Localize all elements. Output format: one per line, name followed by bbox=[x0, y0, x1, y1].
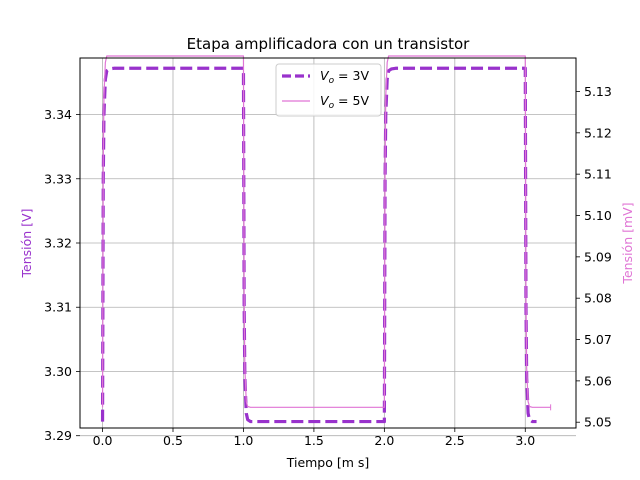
legend-label-series-2: Vo = 5V bbox=[320, 93, 369, 111]
series-layer bbox=[100, 55, 552, 424]
x-tick-label: 3.0 bbox=[515, 433, 535, 448]
y-right-tick-label: 5.09 bbox=[584, 249, 612, 264]
y-right-tick-label: 5.10 bbox=[584, 208, 612, 223]
y-axis-left-label: Tensión [V] bbox=[19, 209, 34, 279]
y-right-tick-label: 5.08 bbox=[584, 291, 612, 306]
x-tick-label: 0.5 bbox=[163, 433, 183, 448]
x-tick-label: 1.0 bbox=[234, 433, 254, 448]
x-tick-label: 0.0 bbox=[93, 433, 113, 448]
y-axis-left: 3.29 3.30 3.31 3.32 3.33 3.34 bbox=[44, 107, 80, 443]
y-axis-right-label: Tensión [mV] bbox=[620, 202, 635, 284]
y-left-tick-label: 3.29 bbox=[44, 428, 72, 443]
y-right-tick-label: 5.11 bbox=[584, 167, 612, 182]
x-tick-label: 2.0 bbox=[374, 433, 394, 448]
series-line-2 bbox=[101, 55, 551, 408]
legend-label-series-1: Vo = 3V bbox=[320, 68, 369, 86]
y-axis-right: 5.05 5.06 5.07 5.08 5.09 5.10 5.11 5.12 5.13 bbox=[576, 84, 612, 430]
y-left-tick-label: 3.31 bbox=[44, 300, 72, 315]
x-tick-label: 2.5 bbox=[445, 433, 465, 448]
y-right-tick-label: 5.05 bbox=[584, 415, 612, 430]
x-axis-label: Tiempo [m s] bbox=[286, 455, 370, 470]
y-left-tick-label: 3.33 bbox=[44, 171, 72, 186]
y-left-tick-label: 3.34 bbox=[44, 107, 72, 122]
y-left-tick-label: 3.32 bbox=[44, 236, 72, 251]
y-right-tick-label: 5.06 bbox=[584, 373, 612, 388]
y-right-tick-label: 5.12 bbox=[584, 125, 612, 140]
x-tick-label: 1.5 bbox=[304, 433, 324, 448]
chart-title: Etapa amplificadora con un transistor bbox=[187, 35, 470, 53]
y-right-tick-label: 5.07 bbox=[584, 332, 612, 347]
x-axis: 0.0 0.5 1.0 1.5 2.0 2.5 3.0 bbox=[93, 428, 535, 448]
y-left-tick-label: 3.30 bbox=[44, 364, 72, 379]
legend: Vo = 3V Vo = 5V bbox=[275, 63, 382, 117]
y-right-tick-label: 5.13 bbox=[584, 84, 612, 99]
